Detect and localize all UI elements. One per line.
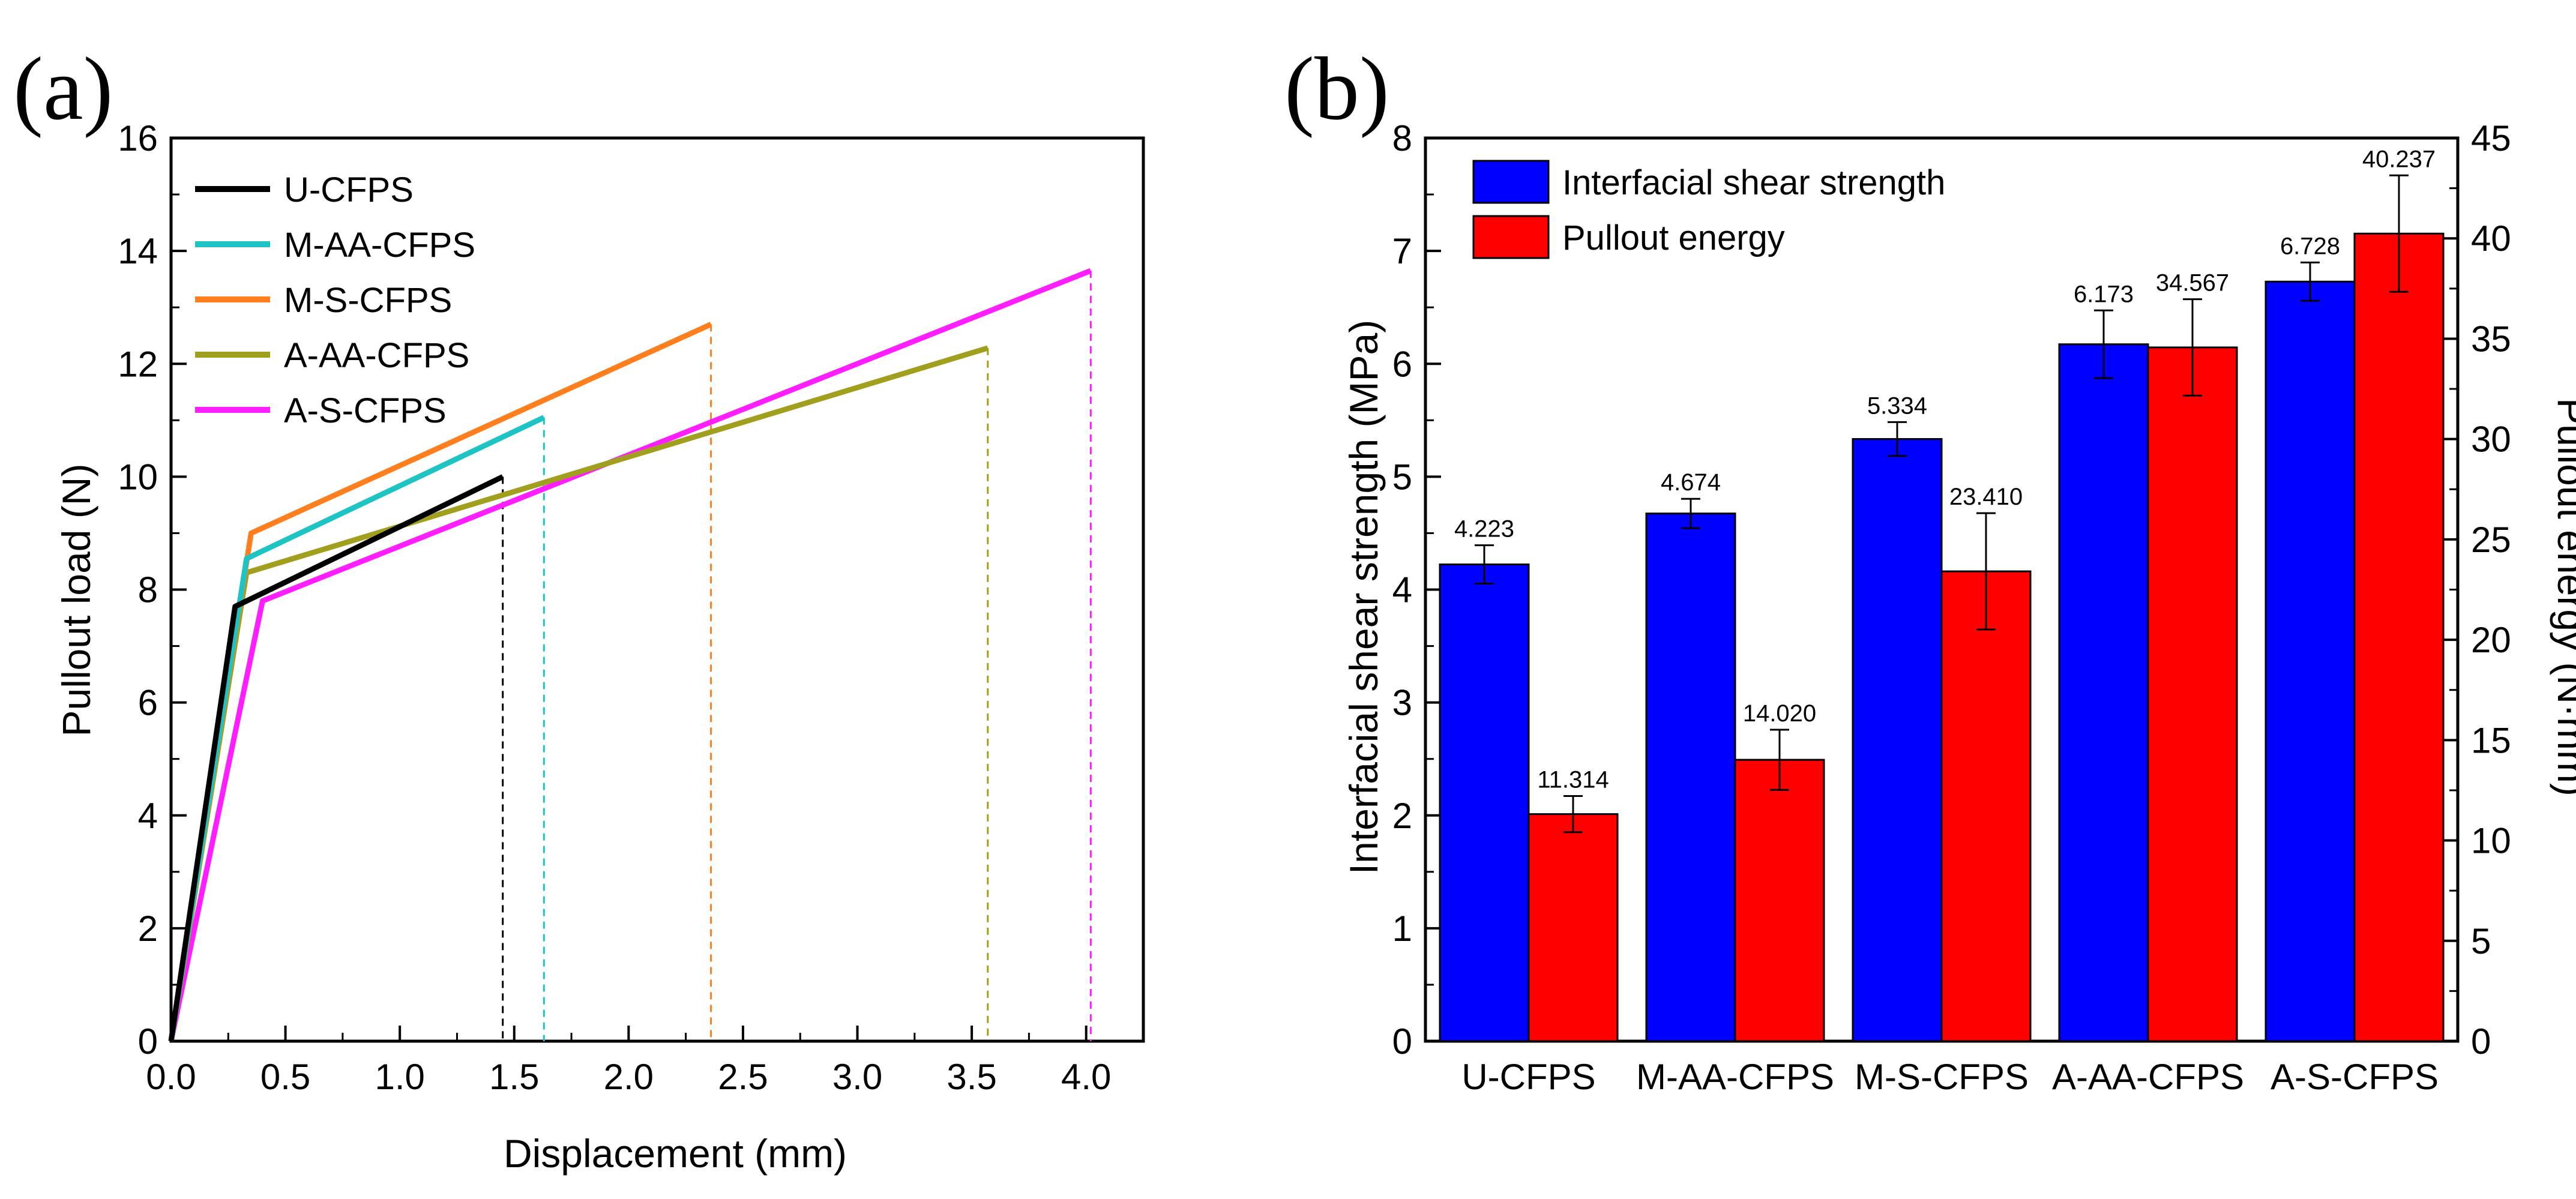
panel-a-plot-frame xyxy=(169,136,1145,1043)
panel-a-x-tick-label: 1.5 xyxy=(489,1057,539,1097)
panel-a-legend-label: M-AA-CFPS xyxy=(284,226,475,265)
panel-b-left-tick-label: 2 xyxy=(1392,796,1412,836)
panel-b-left-tick-label: 5 xyxy=(1392,457,1412,497)
panel-a-x-tick-label: 2.0 xyxy=(604,1057,654,1097)
panel-b-left-tick-label: 0 xyxy=(1392,1021,1412,1062)
panel-a-series-line xyxy=(168,345,989,1042)
panel-b-bar xyxy=(1439,563,1530,1042)
panel-b-data-label: 34.567 xyxy=(2156,270,2229,296)
panel-a-legend-label: A-AA-CFPS xyxy=(284,336,469,375)
panel-b-right-axis-title: Pullout energy (N·mm) xyxy=(2550,398,2576,796)
panel-b-bar xyxy=(1645,512,1736,1042)
panel-a-y-tick-label: 8 xyxy=(138,570,158,610)
panel-a-series-line xyxy=(168,268,1092,1042)
panel-a-legend-label: A-S-CFPS xyxy=(284,391,447,430)
panel-b-x-tick-label: M-AA-CFPS xyxy=(1636,1057,1834,1097)
panel-b-x-tick-label: A-AA-CFPS xyxy=(2052,1057,2244,1097)
panel-a-label: (a) xyxy=(13,39,113,139)
panel-b-right-tick-label: 45 xyxy=(2471,118,2511,158)
panel-a-y-tick-label: 14 xyxy=(118,231,158,271)
panel-b-legend-label: Pullout energy xyxy=(1562,218,1785,257)
panel-a-y-axis-title: Pullout load (N) xyxy=(54,464,98,737)
panel-b-right-tick-label: 10 xyxy=(2471,821,2511,861)
panel-b-right-tick-label: 20 xyxy=(2471,620,2511,660)
panel-a-x-tick-label: 0.0 xyxy=(146,1057,196,1097)
panel-b-left-tick-label: 4 xyxy=(1392,570,1412,610)
panel-b-data-label: 4.674 xyxy=(1661,469,1721,496)
panel-b-bar-chart: Interfacial shear strength (MPa) Pullout… xyxy=(1341,118,2576,1097)
panel-b-x-tick-label: M-S-CFPS xyxy=(1855,1057,2029,1097)
panel-b-bar xyxy=(2265,280,2356,1042)
panel-b-right-tick-label: 25 xyxy=(2471,520,2511,560)
panel-a-series-line xyxy=(168,322,712,1042)
panel-b-data-label: 14.020 xyxy=(1743,700,1816,727)
panel-b-data-label: 6.173 xyxy=(2074,281,2134,307)
panel-b-left-tick-label: 6 xyxy=(1392,344,1412,384)
panel-b-data-label: 6.728 xyxy=(2280,233,2340,259)
panel-b-bar xyxy=(2353,232,2445,1042)
panel-b-data-label: 11.314 xyxy=(1537,767,1608,793)
panel-b-data-label: 40.237 xyxy=(2362,146,2436,172)
panel-b-right-tick-label: 30 xyxy=(2471,419,2511,460)
panel-b-left-tick-label: 8 xyxy=(1392,118,1412,158)
panel-a-y-tick-label: 12 xyxy=(118,344,158,384)
panel-b-left-axis-title: Interfacial shear strength (MPa) xyxy=(1341,320,1386,874)
panel-b-bar xyxy=(2058,343,2149,1042)
panel-b-bar xyxy=(1852,438,1943,1042)
panel-b-right-tick-label: 0 xyxy=(2471,1021,2491,1062)
panel-b-data-label: 5.334 xyxy=(1867,392,1927,419)
panel-b-left-tick-label: 1 xyxy=(1392,909,1412,949)
panel-a-x-tick-label: 0.5 xyxy=(260,1057,310,1097)
panel-a-legend-label: U-CFPS xyxy=(284,170,414,209)
panel-b-x-tick-label: A-S-CFPS xyxy=(2271,1057,2439,1097)
panel-a-y-tick-label: 6 xyxy=(138,683,158,723)
panel-b-right-tick-label: 35 xyxy=(2471,319,2511,359)
panel-b-legend-label: Interfacial shear strength xyxy=(1562,163,1945,202)
panel-a-x-tick-label: 1.0 xyxy=(375,1057,424,1097)
panel-a-x-tick-label: 4.0 xyxy=(1061,1057,1111,1097)
panel-a-x-tick-label: 2.5 xyxy=(718,1057,768,1097)
panel-a-y-tick-label: 2 xyxy=(138,909,158,949)
panel-a-series-line xyxy=(168,474,504,1042)
panel-a-legend-label: M-S-CFPS xyxy=(284,281,452,320)
panel-b-left-tick-label: 7 xyxy=(1392,231,1412,271)
panel-a-x-axis-title: Displacement (mm) xyxy=(504,1131,847,1176)
panel-b-legend-swatch xyxy=(1472,160,1550,204)
panel-a-x-tick-label: 3.0 xyxy=(832,1057,882,1097)
panel-b-legend-swatch xyxy=(1472,215,1550,259)
panel-b-data-label: 23.410 xyxy=(1949,484,2023,510)
panel-a-y-tick-label: 16 xyxy=(118,118,158,158)
panel-b-right-tick-label: 15 xyxy=(2471,720,2511,760)
panel-b-bar xyxy=(1734,759,1825,1042)
panel-b-right-tick-label: 40 xyxy=(2471,218,2511,259)
panel-b-label: (b) xyxy=(1284,39,1389,139)
panel-a-y-tick-label: 0 xyxy=(138,1021,158,1062)
panel-b-x-tick-label: U-CFPS xyxy=(1461,1057,1595,1097)
panel-b-right-tick-label: 5 xyxy=(2471,921,2491,961)
panel-b-left-tick-label: 3 xyxy=(1392,683,1412,723)
panel-a-line-chart: Displacement (mm) Pullout load (N) 0.0 0.… xyxy=(54,118,1145,1176)
panel-b-bar xyxy=(2147,346,2238,1042)
panel-b-bar xyxy=(1940,570,2032,1042)
panel-b-data-label: 4.223 xyxy=(1454,516,1514,542)
panel-a-y-tick-label: 4 xyxy=(138,796,158,836)
panel-b-bar xyxy=(1527,813,1619,1042)
panel-a-y-tick-label: 10 xyxy=(118,457,158,497)
panel-a-x-tick-label: 3.5 xyxy=(946,1057,996,1097)
